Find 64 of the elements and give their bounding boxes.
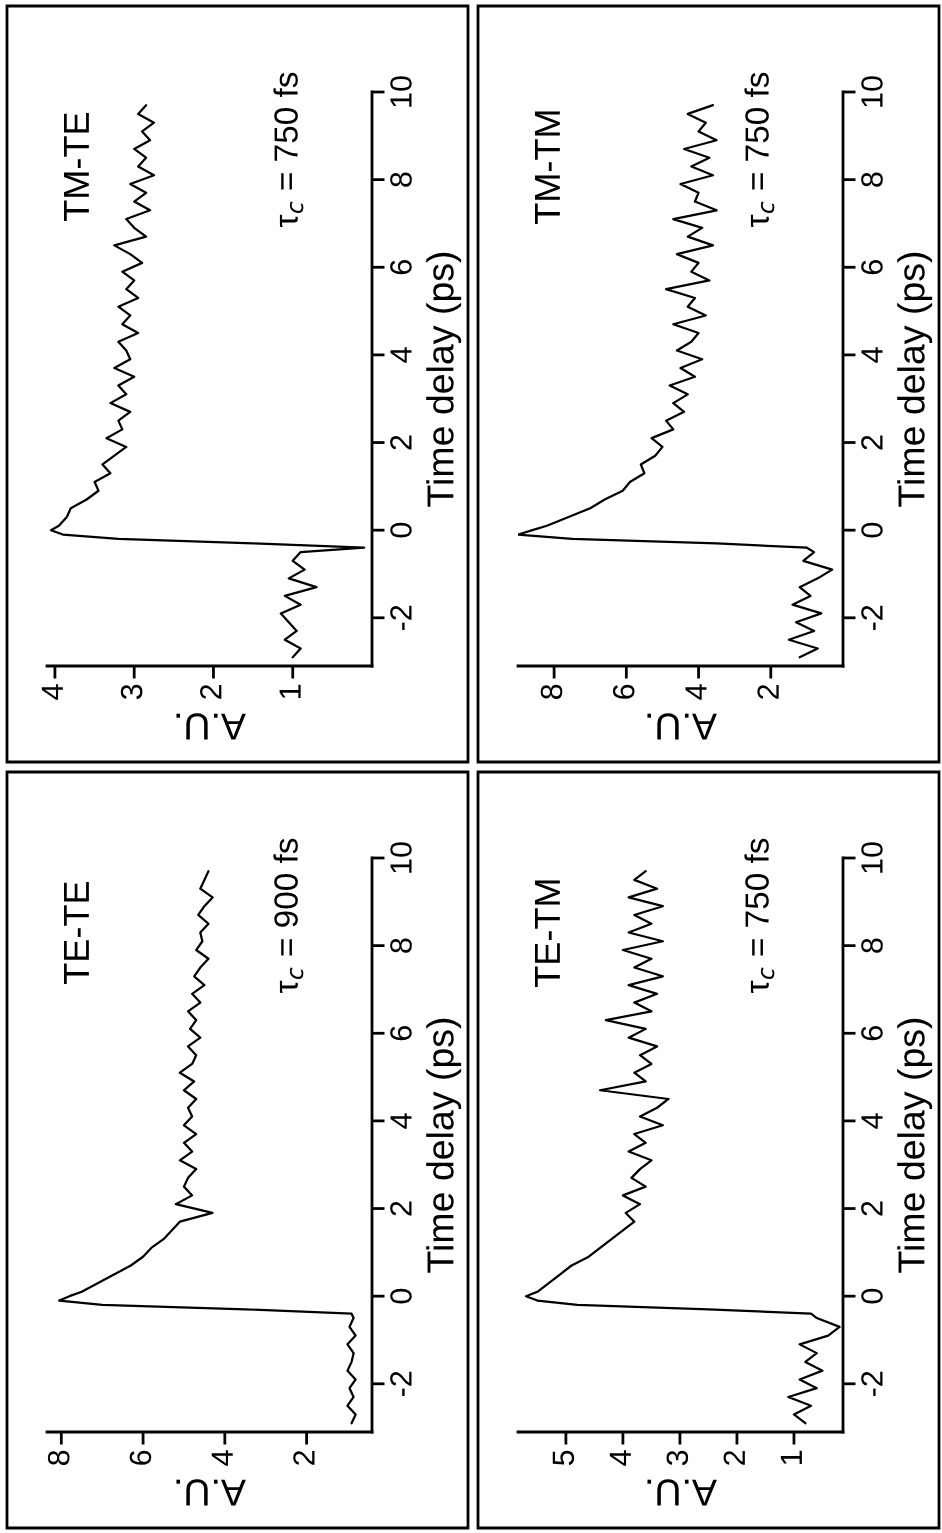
x-tick-label: 3 bbox=[666, 1450, 689, 1466]
text: TE-TE bbox=[63, 882, 89, 984]
x-tick-label: 6 bbox=[129, 1450, 152, 1465]
y-tick-label: 4 bbox=[390, 347, 412, 363]
y-tick-label: 4 bbox=[861, 1113, 883, 1129]
y-tick-label: 0 bbox=[861, 522, 883, 538]
y-tick-label: -2 bbox=[390, 1371, 412, 1397]
text: TE-TM bbox=[534, 880, 560, 987]
line-series bbox=[58, 870, 357, 1425]
annotation: τ$_{c}$ = 750 fs bbox=[744, 838, 775, 994]
x-tick-label: 1 bbox=[780, 1450, 802, 1465]
annotation: τ$_{c}$ = 750 fs bbox=[273, 72, 304, 228]
y-tick-label: 8 bbox=[390, 172, 412, 187]
x-axis-title: A.U. bbox=[647, 1479, 717, 1506]
y-tick-label: 6 bbox=[861, 1026, 883, 1041]
y-tick-label: 0 bbox=[861, 1288, 883, 1304]
y-tick-label: 4 bbox=[861, 347, 883, 363]
x-tick-label: 2 bbox=[200, 684, 222, 699]
y-tick-label: 2 bbox=[861, 1201, 883, 1216]
y-tick-label: -2 bbox=[390, 605, 412, 631]
x-tick-label: 2 bbox=[293, 1450, 315, 1465]
y-tick-label: 6 bbox=[390, 260, 412, 275]
y-tick-label: 2 bbox=[390, 1201, 412, 1216]
line-series bbox=[518, 104, 834, 659]
x-axis-title: A.U. bbox=[176, 713, 246, 740]
y-axis-title: Time delay (ps) bbox=[897, 252, 933, 507]
y-tick-label: 6 bbox=[390, 1026, 412, 1041]
x-tick-label: 2 bbox=[723, 1450, 745, 1465]
y-tick-label: 10 bbox=[861, 76, 883, 107]
annotation: τ$_{c}$ = 750 fs bbox=[744, 72, 775, 228]
x-axis-title: A.U. bbox=[647, 713, 717, 740]
x-tick-label: 8 bbox=[540, 684, 563, 700]
x-tick-label: 4 bbox=[685, 684, 707, 700]
y-tick-label: 2 bbox=[390, 435, 412, 450]
x-tick-label: 1 bbox=[279, 684, 301, 699]
x-tick-label: 5 bbox=[552, 1450, 575, 1466]
line-series bbox=[49, 104, 366, 659]
x-tick-label: 4 bbox=[41, 684, 63, 700]
y-tick-label: 2 bbox=[861, 435, 883, 450]
y-tick-label: 0 bbox=[390, 1288, 412, 1304]
text: TM-TM bbox=[534, 111, 560, 224]
x-axis-title: A.U. bbox=[176, 1479, 246, 1506]
x-tick-label: 6 bbox=[612, 684, 635, 699]
y-tick-label: 8 bbox=[861, 938, 883, 953]
y-tick-label: 8 bbox=[861, 172, 883, 187]
y-tick-label: 6 bbox=[861, 260, 883, 275]
x-tick-label: 4 bbox=[211, 1450, 233, 1466]
y-tick-label: 4 bbox=[390, 1113, 412, 1129]
y-tick-label: -2 bbox=[861, 605, 883, 631]
x-tick-label: 2 bbox=[757, 684, 779, 699]
y-tick-label: 10 bbox=[390, 76, 412, 107]
y-tick-label: 0 bbox=[390, 522, 412, 538]
x-tick-label: 3 bbox=[120, 684, 143, 700]
y-tick-label: 10 bbox=[390, 842, 412, 873]
y-tick-label: 8 bbox=[390, 938, 412, 953]
text: TM-TE bbox=[63, 113, 89, 221]
y-tick-label: 10 bbox=[861, 842, 883, 873]
annotation: τ$_{c}$ = 900 fs bbox=[273, 838, 304, 994]
y-axis-title: Time delay (ps) bbox=[426, 252, 462, 507]
y-axis-title: Time delay (ps) bbox=[897, 1018, 933, 1273]
y-tick-label: -2 bbox=[861, 1371, 883, 1397]
x-tick-label: 4 bbox=[609, 1450, 631, 1466]
x-tick-label: 8 bbox=[47, 1450, 70, 1466]
y-axis-title: Time delay (ps) bbox=[426, 1018, 462, 1273]
